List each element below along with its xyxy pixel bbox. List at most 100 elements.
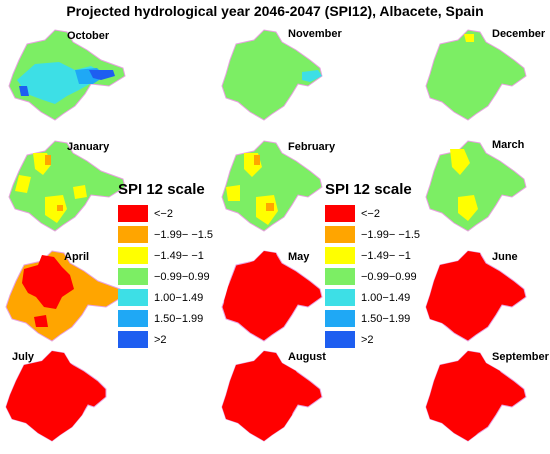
albacete-map-october	[8, 29, 126, 121]
albacete-map-august	[221, 350, 323, 442]
legend-swatch	[118, 247, 148, 264]
legend-item: 1.00−1.49	[325, 287, 435, 308]
region-class-minus-1-49	[450, 149, 470, 175]
legend-item: <−2	[118, 203, 228, 224]
legend-label: >2	[361, 333, 374, 346]
region-class-minus-1-49	[464, 34, 474, 42]
legend-swatch	[118, 268, 148, 285]
region-class-minus-1-49-3	[45, 195, 67, 223]
legend-item: −0.99−0.99	[325, 266, 435, 287]
albacete-map-november	[221, 29, 323, 121]
legend-item: −1.49− −1	[118, 245, 228, 266]
legend-swatch	[118, 310, 148, 327]
map-panel-december: December	[422, 24, 550, 129]
region-class-minus-1-99-2	[266, 203, 274, 211]
month-label-july: July	[12, 351, 35, 363]
legend-title: SPI 12 scale	[118, 181, 205, 198]
legend-label: 1.50−1.99	[154, 312, 204, 325]
region-class-minus-1-99	[254, 155, 260, 165]
month-label-january: January	[67, 141, 110, 153]
legend-item: <−2	[325, 203, 435, 224]
legend-label: 1.00−1.49	[361, 291, 411, 304]
region-class-minus-1-99	[45, 155, 51, 165]
legend-label: <−2	[154, 207, 173, 220]
region-class-minus-1-49-4	[73, 185, 87, 199]
map-panel-august: August	[218, 345, 348, 450]
map-panel-june: June	[422, 245, 550, 350]
map-panel-october: October	[5, 24, 135, 129]
legend-item: −0.99−0.99	[118, 266, 228, 287]
albacete-map-january	[8, 140, 126, 232]
albacete-map-july	[5, 350, 107, 442]
region-class-minus-1-99-2	[57, 205, 63, 211]
map-panel-september: September	[422, 345, 550, 450]
legend-label: −0.99−0.99	[361, 270, 417, 283]
legend-item: 1.00−1.49	[118, 287, 228, 308]
albacete-map-march	[425, 140, 527, 232]
region-class-lt-2	[22, 255, 74, 309]
month-label-november: November	[288, 28, 342, 40]
legend-label: >2	[154, 333, 167, 346]
albacete-map-june	[425, 250, 527, 342]
region-class-gt-2	[89, 70, 115, 80]
legend-label: −1.99− −1.5	[154, 228, 214, 241]
region-class-minus-1-49-2	[15, 175, 31, 193]
region-class-1-00-1-49	[302, 70, 322, 82]
legend-swatch	[118, 226, 148, 243]
legend-label: −1.99− −1.5	[361, 228, 421, 241]
region-class-lt-2	[426, 351, 506, 441]
map-panel-january: January	[5, 135, 135, 240]
albacete-map-may	[221, 250, 323, 342]
albacete-map-february	[221, 140, 323, 232]
legend-item: −1.99− −1.5	[118, 224, 228, 245]
legend-swatch	[325, 310, 355, 327]
region-class-minus-1-49-2	[226, 185, 240, 201]
legend-label: −0.99−0.99	[154, 270, 210, 283]
legend-swatch	[325, 268, 355, 285]
legend-swatch	[325, 226, 355, 243]
month-label-october: October	[67, 30, 110, 42]
month-label-march: March	[492, 139, 525, 151]
legend-swatch	[325, 247, 355, 264]
legend-title: SPI 12 scale	[325, 181, 412, 198]
month-label-december: December	[492, 28, 546, 40]
legend-right: SPI 12 scale <−2 −1.99− −1.5 −1.49− −1 −…	[325, 181, 435, 350]
month-label-september: September	[492, 351, 549, 363]
legend-swatch	[118, 331, 148, 348]
region-class-lt-2-2	[34, 315, 48, 327]
map-panel-april: April	[2, 245, 132, 350]
legend-label: 1.50−1.99	[361, 312, 411, 325]
month-label-february: February	[288, 141, 336, 153]
region-class-gt-2-2	[19, 86, 29, 96]
legend-item: 1.50−1.99	[118, 308, 228, 329]
figure-title: Projected hydrological year 2046-2047 (S…	[66, 3, 484, 19]
region-class-lt-2	[222, 351, 302, 441]
month-label-may: May	[288, 251, 310, 263]
month-label-april: April	[64, 251, 90, 263]
region-class-minus-1-49-2	[458, 195, 478, 221]
albacete-map-december	[425, 29, 527, 121]
legend-label: 1.00−1.49	[154, 291, 204, 304]
month-label-august: August	[288, 351, 326, 363]
legend-item: −1.99− −1.5	[325, 224, 435, 245]
region-class-lt-2	[426, 251, 488, 331]
legend-swatch	[325, 289, 355, 306]
legend-swatch	[118, 289, 148, 306]
region-class-lt-2	[224, 251, 280, 323]
month-label-june: June	[492, 251, 518, 263]
albacete-map-september	[425, 350, 527, 442]
map-panel-may: May	[218, 245, 348, 350]
albacete-map-april	[5, 250, 123, 342]
legend-label: −1.49− −1	[154, 249, 204, 262]
map-panel-february: February	[218, 135, 348, 240]
map-panel-july: July	[2, 345, 132, 450]
region-class-lt-2	[6, 351, 92, 441]
legend-item: >2	[118, 329, 228, 350]
map-panel-november: November	[218, 24, 348, 129]
legend-label: −1.49− −1	[361, 249, 411, 262]
legend-item: 1.50−1.99	[325, 308, 435, 329]
map-panel-march: March	[422, 135, 550, 240]
legend-swatch	[325, 331, 355, 348]
legend-label: <−2	[361, 207, 380, 220]
legend-swatch	[325, 205, 355, 222]
